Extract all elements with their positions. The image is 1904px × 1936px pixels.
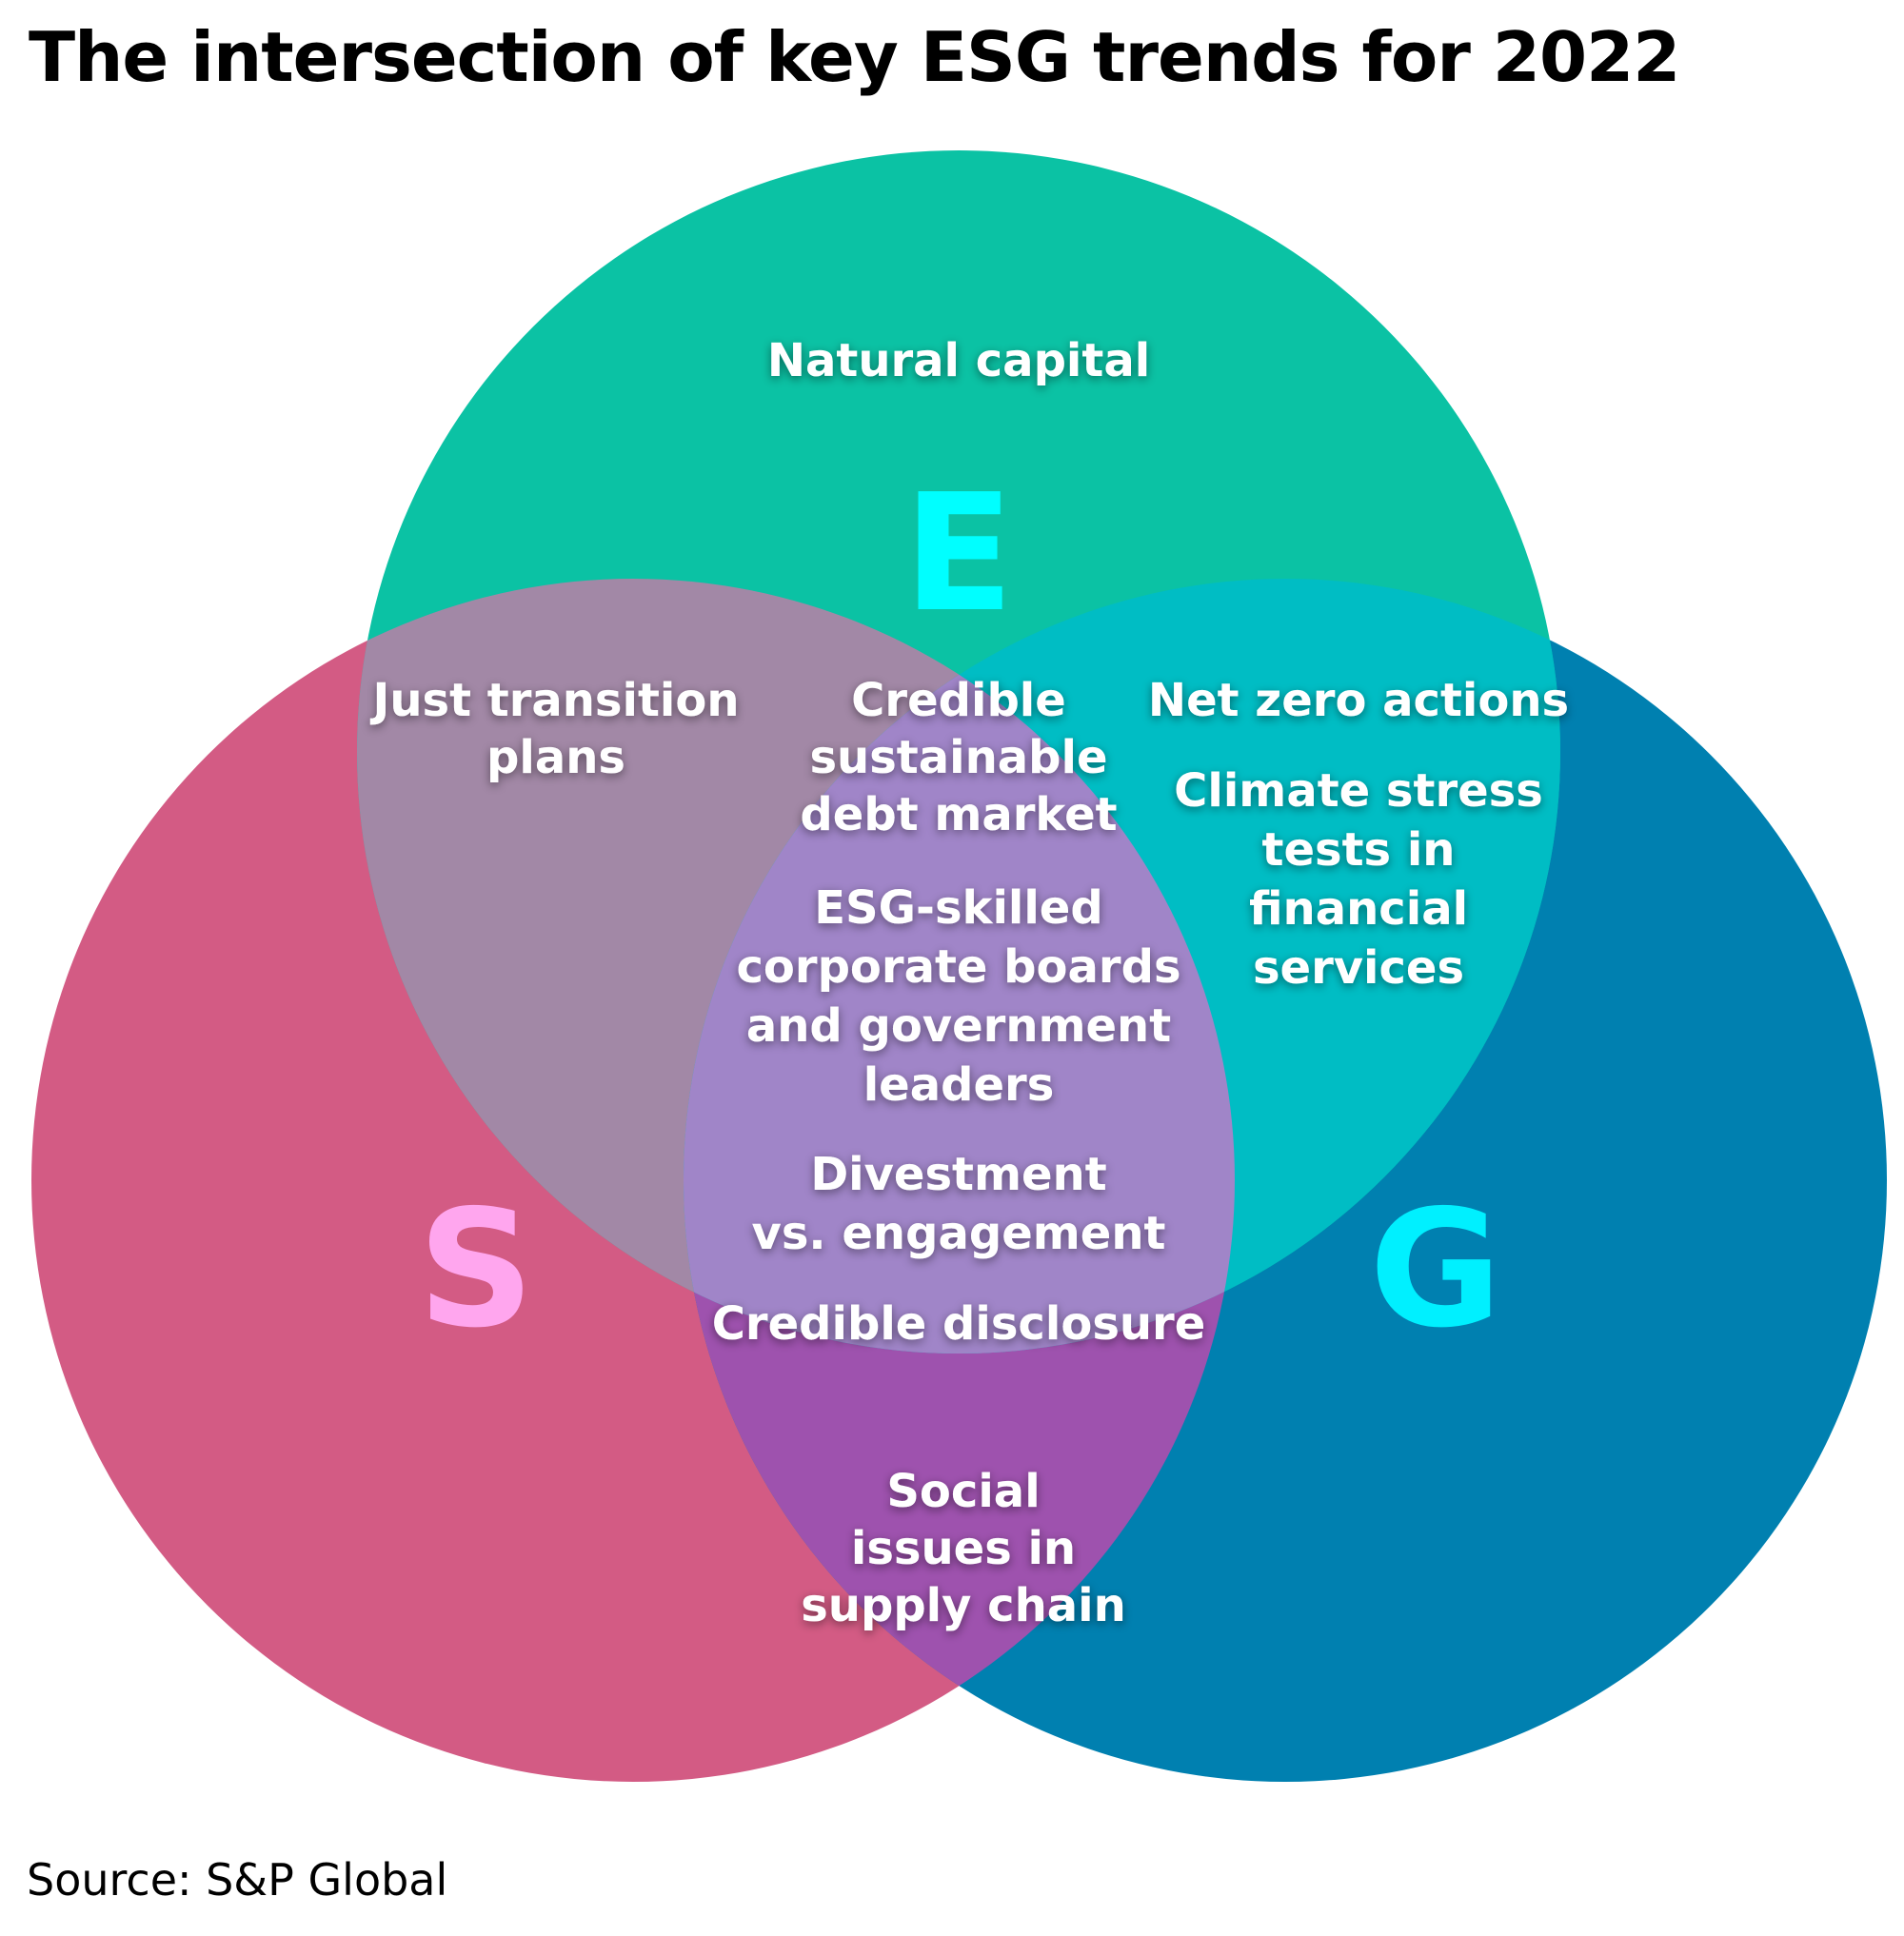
trend-credible-disclosure-line: Credible disclosure bbox=[712, 1297, 1206, 1351]
trend-credible-debt-line: Credible bbox=[851, 674, 1066, 727]
trend-esg-boards-line: and government bbox=[746, 999, 1171, 1053]
trend-social-issues: Social issues in supply chain bbox=[801, 1465, 1126, 1632]
trend-esg-boards-line: corporate boards bbox=[736, 940, 1180, 994]
trend-credible-disclosure: Credible disclosure bbox=[712, 1297, 1206, 1351]
triple-overlap bbox=[684, 579, 1235, 1353]
trend-esg-boards: ESG-skilled corporate boards and governmen… bbox=[736, 881, 1180, 1112]
trend-credible-debt-line: debt market bbox=[800, 788, 1117, 841]
source-note: Source: S&P Global bbox=[27, 1854, 448, 1906]
trend-natural-capital: Natural capital bbox=[767, 334, 1150, 387]
trend-divestment: Divestment vs. engagement bbox=[752, 1148, 1166, 1260]
trend-esg-boards-line: leaders bbox=[863, 1058, 1055, 1112]
trend-just-transition: Just transition plans bbox=[369, 674, 739, 784]
g-letter: G bbox=[1369, 1175, 1502, 1364]
trend-social-issues-line: issues in bbox=[851, 1522, 1076, 1575]
trend-social-issues-line: supply chain bbox=[801, 1579, 1126, 1632]
e-letter: E bbox=[903, 460, 1014, 648]
trend-natural-capital-line: Natural capital bbox=[767, 334, 1150, 387]
trend-net-zero-line: Net zero actions bbox=[1148, 674, 1569, 727]
page-title: The intersection of key ESG trends for 2… bbox=[29, 17, 1680, 97]
trend-climate-stress-line: financial bbox=[1249, 882, 1468, 936]
s-letter: S bbox=[418, 1175, 534, 1364]
trend-climate-stress-line: services bbox=[1253, 941, 1464, 995]
trend-climate-stress: Climate stress tests in financial services bbox=[1174, 764, 1543, 995]
trend-divestment-line: Divestment bbox=[810, 1148, 1106, 1201]
trend-net-zero: Net zero actions bbox=[1148, 674, 1569, 727]
trend-credible-debt: Credible sustainable debt market bbox=[800, 674, 1117, 841]
trend-esg-boards-line: ESG-skilled bbox=[814, 881, 1102, 935]
trend-climate-stress-line: Climate stress bbox=[1174, 764, 1543, 818]
trend-divestment-line: vs. engagement bbox=[752, 1207, 1166, 1260]
trend-social-issues-line: Social bbox=[886, 1465, 1040, 1518]
trend-credible-debt-line: sustainable bbox=[809, 731, 1107, 784]
trend-just-transition-line: Just transition bbox=[369, 674, 739, 727]
trend-climate-stress-line: tests in bbox=[1262, 823, 1456, 877]
trend-just-transition-line: plans bbox=[486, 731, 625, 784]
